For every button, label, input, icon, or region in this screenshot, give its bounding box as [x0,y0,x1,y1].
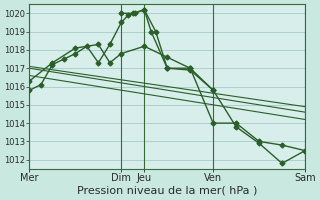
X-axis label: Pression niveau de la mer( hPa ): Pression niveau de la mer( hPa ) [77,186,257,196]
